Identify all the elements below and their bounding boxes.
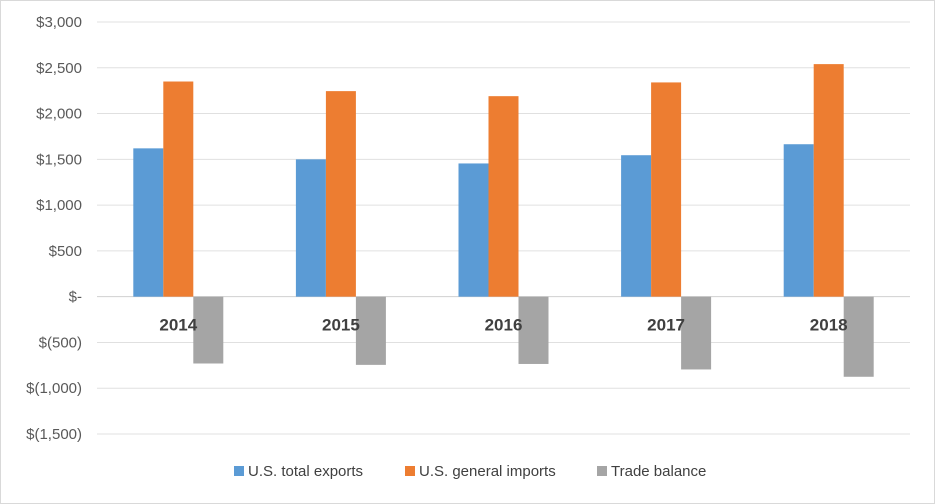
- legend-swatch: [234, 466, 244, 476]
- category-label: 2014: [159, 316, 197, 335]
- bar-exports-2015: [295, 159, 326, 297]
- bar-trade-balance-2016: [518, 296, 549, 364]
- bar-trade-balance-2014: [193, 296, 224, 364]
- bar-trade-balance-2018: [843, 296, 874, 377]
- bar-exports-2014: [133, 148, 164, 297]
- category-label: 2015: [322, 316, 360, 335]
- bar-exports-2017: [621, 155, 652, 297]
- bar-exports-2018: [783, 144, 814, 297]
- y-tick-label: $(1,000): [26, 380, 82, 397]
- y-tick-label: $500: [49, 243, 82, 260]
- y-tick-label: $1,000: [36, 197, 82, 214]
- category-label: 2016: [485, 316, 523, 335]
- legend-label: U.S. total exports: [248, 463, 363, 480]
- bar-imports-2015: [325, 91, 356, 297]
- bar-imports-2018: [813, 64, 844, 297]
- y-tick-label: $3,000: [36, 14, 82, 31]
- y-tick-label: $2,000: [36, 106, 82, 123]
- bar-trade-balance-2015: [355, 296, 386, 365]
- category-label: 2017: [647, 316, 685, 335]
- bar-exports-2016: [458, 163, 489, 297]
- y-tick-label: $-: [69, 289, 82, 306]
- bar-imports-2014: [163, 81, 194, 297]
- bar-imports-2016: [488, 96, 519, 297]
- y-tick-label: $(1,500): [26, 426, 82, 443]
- legend-swatch: [597, 466, 607, 476]
- y-tick-label: $(500): [39, 334, 82, 351]
- legend-label: U.S. general imports: [419, 463, 556, 480]
- y-tick-label: $2,500: [36, 60, 82, 77]
- bar-trade-balance-2017: [681, 296, 712, 370]
- category-label: 2018: [810, 316, 848, 335]
- y-tick-label: $1,500: [36, 151, 82, 168]
- bar-imports-2017: [651, 82, 682, 297]
- legend-label: Trade balance: [611, 463, 706, 480]
- legend-swatch: [405, 466, 415, 476]
